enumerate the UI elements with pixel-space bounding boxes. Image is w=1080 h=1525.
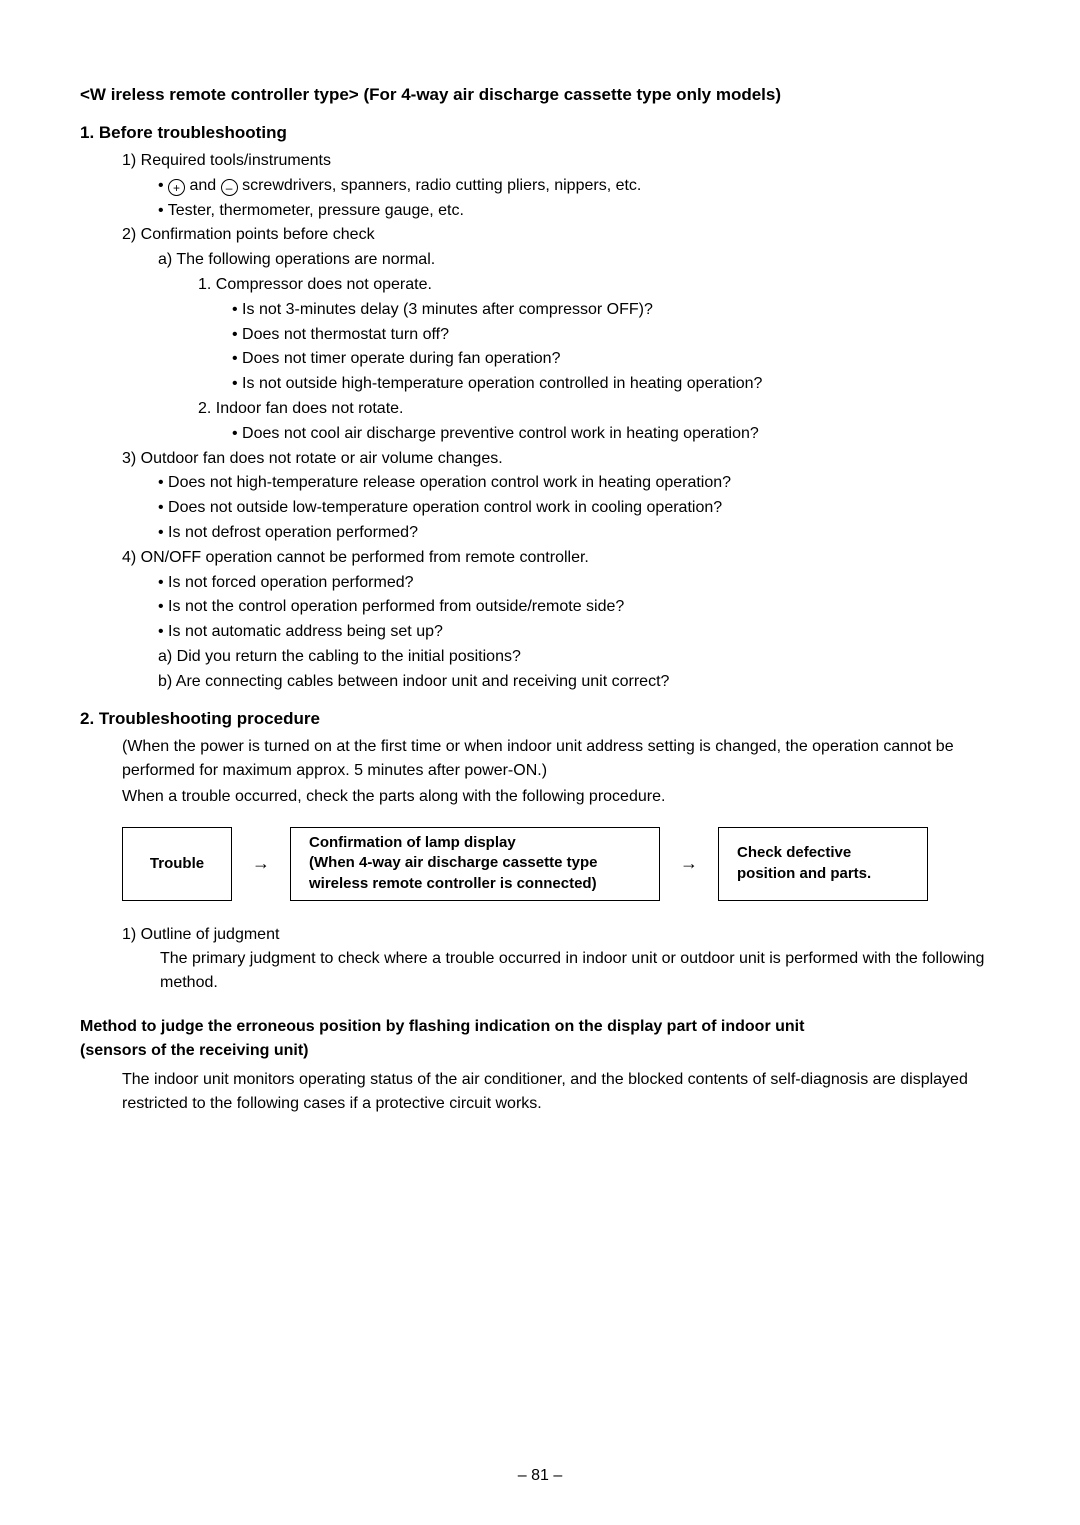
item-indoor-fan: 2. Indoor fan does not rotate. [198,397,1000,422]
item-confirmation: 2) Confirmation points before check [122,223,1000,248]
minus-icon: – [221,179,238,196]
bullet-3min-delay: Is not 3-minutes delay (3 minutes after … [232,298,1000,323]
flow-box-trouble: Trouble [122,827,232,901]
plus-icon: + [168,179,185,196]
paragraph-indoor-monitors: The indoor unit monitors operating statu… [122,1068,1000,1116]
arrow-icon: → [660,853,718,874]
bullet-timer: Does not timer operate during fan operat… [232,347,1000,372]
document-page: <W ireless remote controller type> (For … [0,0,1080,1525]
bullet-hightemp-release: Does not high-temperature release operat… [158,471,1000,496]
tools-bullet-screwdrivers: • + and – screwdrivers, spanners, radio … [158,174,1000,199]
heading-troubleshooting: 2. Troubleshooting procedure [80,709,1000,729]
method-line1: Method to judge the erroneous position b… [80,1018,804,1035]
bullet-control-op: Is not the control operation performed f… [158,595,1000,620]
paragraph-poweron: (When the power is turned on at the firs… [122,735,1000,783]
heading-method-judge: Method to judge the erroneous position b… [80,1015,1000,1061]
bullet-auto-address: Is not automatic address being set up? [158,620,1000,645]
heading-before-troubleshooting: 1. Before troubleshooting [80,123,1000,143]
item-cabling: a) Did you return the cabling to the ini… [158,645,1000,670]
page-number: – 81 – [0,1467,1080,1485]
method-line2: (sensors of the receiving unit) [80,1042,308,1059]
paragraph-check-parts: When a trouble occurred, check the parts… [122,785,1000,809]
bullet-defrost: Is not defrost operation performed? [158,521,1000,546]
text-post: screwdrivers, spanners, radio cutting pl… [238,177,642,194]
bullet-lowtemp-cooling: Does not outside low-temperature operati… [158,496,1000,521]
flow-box-check: Check defective position and parts. [718,827,928,901]
item-normal-operations: a) The following operations are normal. [158,248,1000,273]
text-mid: and [185,177,221,194]
item-connecting-cables: b) Are connecting cables between indoor … [158,670,1000,695]
bullet-prefix: • [158,177,168,194]
item-compressor: 1. Compressor does not operate. [198,273,1000,298]
bullet-outside-hightemp: Is not outside high-temperature operatio… [232,372,1000,397]
item-outline-judgment: 1) Outline of judgment [122,923,1000,948]
item-outdoor-fan: 3) Outdoor fan does not rotate or air vo… [122,447,1000,472]
bullet-cool-air: Does not cool air discharge preventive c… [232,422,1000,447]
bullet-forced-op: Is not forced operation performed? [158,571,1000,596]
paragraph-primary-judgment: The primary judgment to check where a tr… [160,947,1000,995]
flow-box-lamp: Confirmation of lamp display (When 4-way… [290,827,660,901]
tools-bullet-tester: Tester, thermometer, pressure gauge, etc… [158,199,1000,224]
arrow-icon: → [232,853,290,874]
flowchart: Trouble → Confirmation of lamp display (… [122,827,1000,901]
item-onoff: 4) ON/OFF operation cannot be performed … [122,546,1000,571]
flow-box-lamp-line1: Confirmation of lamp display [309,834,516,851]
section-title: <W ireless remote controller type> (For … [80,85,1000,105]
flow-box-lamp-line2: (When 4-way air discharge cassette type … [309,854,597,891]
item-tools: 1) Required tools/instruments [122,149,1000,174]
bullet-thermostat: Does not thermostat turn off? [232,323,1000,348]
